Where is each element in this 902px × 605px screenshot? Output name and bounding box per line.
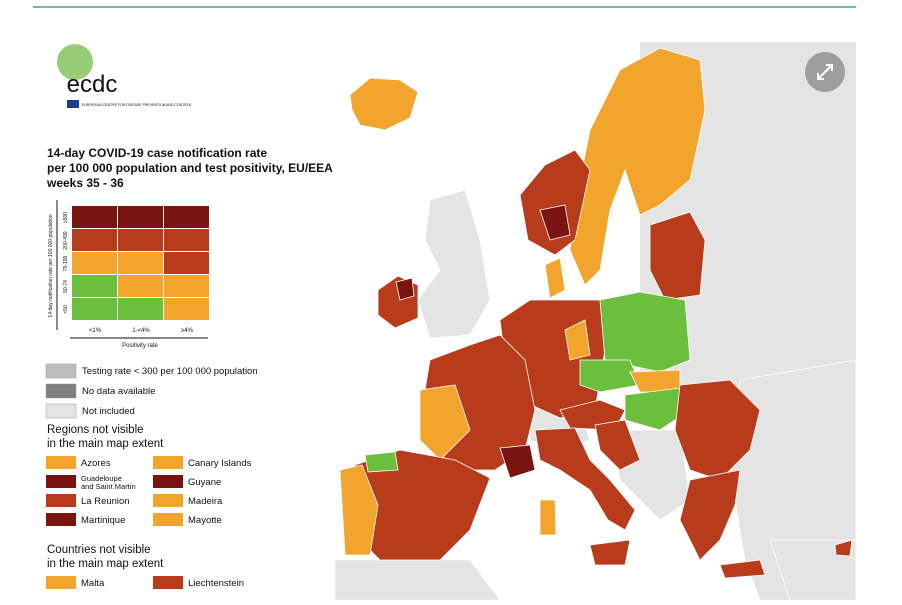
matrix-cell: [72, 252, 117, 274]
legend-label: Azores: [81, 458, 111, 469]
row-label: 75-199: [63, 256, 69, 272]
expand-button[interactable]: [805, 52, 845, 92]
matrix-cell: [164, 206, 209, 228]
legend-title: 14-day COVID-19 case notification rate: [47, 146, 267, 160]
matrix-cell: [72, 275, 117, 297]
matrix-cell: [164, 229, 209, 251]
section-title: Countries not visible: [47, 544, 151, 556]
legend-swatch: [153, 576, 183, 589]
legend: 14-day COVID-19 case notification ratepe…: [45, 146, 333, 589]
column-label: <1%: [89, 328, 102, 334]
legend-swatch: [46, 494, 76, 507]
matrix-cell: [118, 229, 163, 251]
matrix-cell: [164, 275, 209, 297]
column-label: 1-<4%: [132, 328, 150, 334]
matrix-cell: [118, 252, 163, 274]
legend-label: No data available: [82, 386, 155, 397]
logo-text: ecdc: [67, 71, 118, 98]
legend-label: Liechtenstein: [188, 578, 244, 589]
legend-swatch: [153, 494, 183, 507]
row-label: ≥500: [63, 212, 69, 223]
legend-title: per 100 000 population and test positivi…: [47, 161, 333, 175]
legend-title: weeks 35 - 36: [46, 176, 124, 190]
section-title: Regions not visible: [47, 424, 144, 436]
legend-swatch: [46, 576, 76, 589]
matrix-cell: [72, 229, 117, 251]
legend-swatch: [45, 363, 77, 379]
column-label: ≥4%: [181, 328, 194, 334]
legend-label: Guadeloupe: [81, 474, 122, 483]
legend-label: Guyane: [188, 477, 221, 488]
matrix-cell: [118, 275, 163, 297]
logo: ecdc EUROPEAN CENTRE FOR DISEASE PREVENT…: [57, 44, 192, 108]
row-label: <50: [63, 305, 69, 314]
legend-label: Canary Islands: [188, 458, 252, 469]
logo-subtext: EUROPEAN CENTRE FOR DISEASE PREVENTION A…: [82, 103, 192, 107]
matrix-cell: [72, 298, 117, 320]
legend-label: Mayotte: [188, 515, 222, 526]
legend-label: and Saint Martin: [81, 482, 136, 491]
matrix-cell: [72, 206, 117, 228]
matrix-cell: [118, 298, 163, 320]
legend-swatch: [45, 383, 77, 399]
row-label: 50-74: [63, 280, 69, 293]
legend-label: Testing rate < 300 per 100 000 populatio…: [82, 366, 258, 377]
matrix-cell: [164, 252, 209, 274]
row-label: 200-499: [63, 231, 69, 250]
legend-label: Martinique: [81, 515, 125, 526]
section-title: in the main map extent: [47, 438, 164, 450]
legend-swatch: [45, 403, 77, 419]
legend-swatch: [153, 475, 183, 488]
legend-swatch: [46, 513, 76, 526]
legend-label: La Reunion: [81, 496, 130, 507]
matrix-cell: [164, 298, 209, 320]
matrix-cell: [118, 206, 163, 228]
legend-swatch: [153, 456, 183, 469]
matrix-x-label: Positivity rate: [122, 343, 158, 349]
legend-label: Madeira: [188, 496, 223, 507]
section-title: in the main map extent: [47, 558, 164, 570]
legend-swatch: [46, 456, 76, 469]
legend-label: Not included: [82, 406, 135, 417]
legend-swatch: [153, 513, 183, 526]
map: [334, 42, 857, 601]
matrix-y-label: 14-day notification rate per 100 000 pop…: [48, 214, 54, 317]
legend-swatch: [46, 475, 76, 488]
legend-label: Malta: [81, 578, 105, 589]
